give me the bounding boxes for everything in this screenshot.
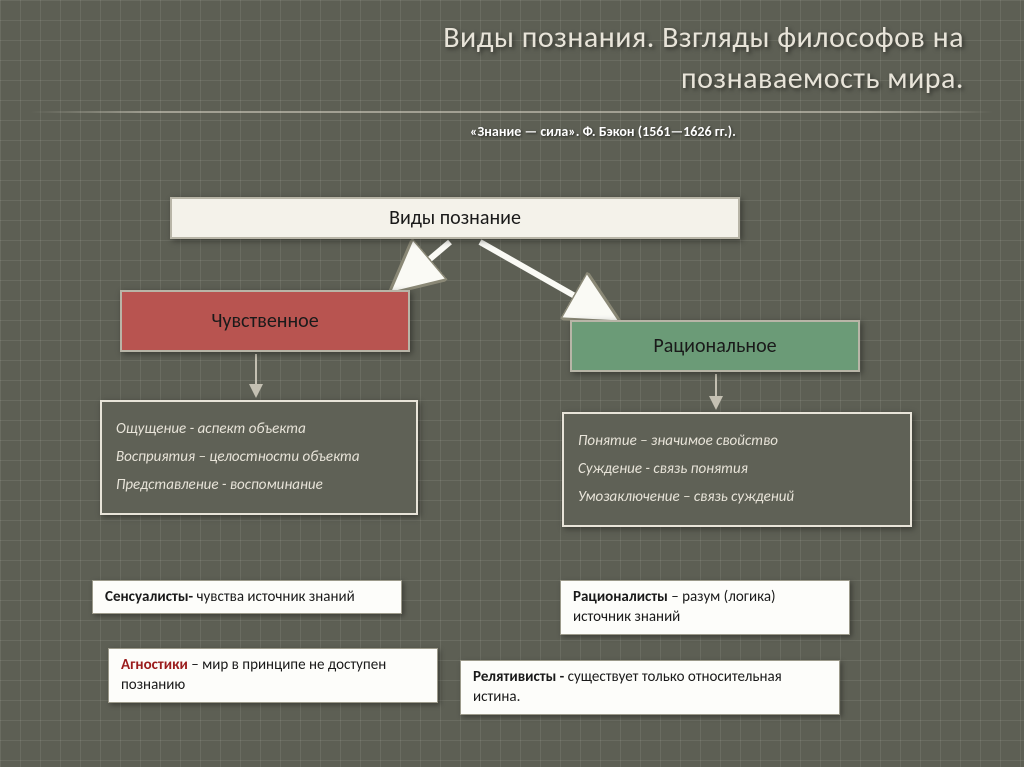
agnostics-box: Агностики – мир в принципе не доступен п…: [108, 648, 438, 703]
detail-right-box: Понятие – значимое свойство Суждение - с…: [562, 412, 912, 527]
detail-left-item-2: Представление - воспоминание: [116, 472, 402, 500]
relativists-box: Релятивисты - существует только относите…: [460, 660, 840, 715]
detail-left-box: Ощущение - аспект объекта Восприятия – ц…: [100, 400, 418, 515]
branch-right-label: Рациональное: [653, 334, 776, 358]
sensualists-box: Сенсуалисты- чувства источник знаний: [92, 580, 402, 614]
title-line-1: Виды познания. Взгляды философов на: [443, 19, 964, 56]
branch-right-node: Рациональное: [570, 320, 860, 372]
sensualists-strong: Сенсуалисты-: [105, 588, 196, 606]
detail-right-item-1: Суждение - связь понятия: [578, 456, 896, 484]
rationalists-strong: Рационалисты: [573, 588, 671, 606]
detail-right-item-2: Умозаключение – связь суждений: [578, 484, 896, 512]
sensualists-rest: чувства источник знаний: [196, 588, 354, 606]
agnostics-strong: Агностики: [121, 656, 191, 674]
page-title: Виды познания. Взгляды философов на позн…: [0, 0, 1024, 111]
branch-left-node: Чувственное: [120, 290, 410, 352]
title-line-2: познаваемость мира.: [681, 60, 964, 97]
branch-left-label: Чувственное: [211, 309, 318, 333]
rationalists-box: Рационалисты – разум (логика) источник з…: [560, 580, 850, 635]
detail-right-item-0: Понятие – значимое свойство: [578, 428, 896, 456]
root-node-label: Виды познание: [389, 206, 521, 230]
detail-left-item-1: Восприятия – целостности объекта: [116, 444, 402, 472]
epigraph-quote: «Знание — сила». Ф. Бэкон (1561—1626 гг.…: [470, 123, 810, 140]
relativists-strong: Релятивисты -: [473, 668, 568, 686]
root-node: Виды познание: [170, 197, 740, 239]
title-separator: [0, 111, 1024, 113]
detail-left-item-0: Ощущение - аспект объекта: [116, 416, 402, 444]
